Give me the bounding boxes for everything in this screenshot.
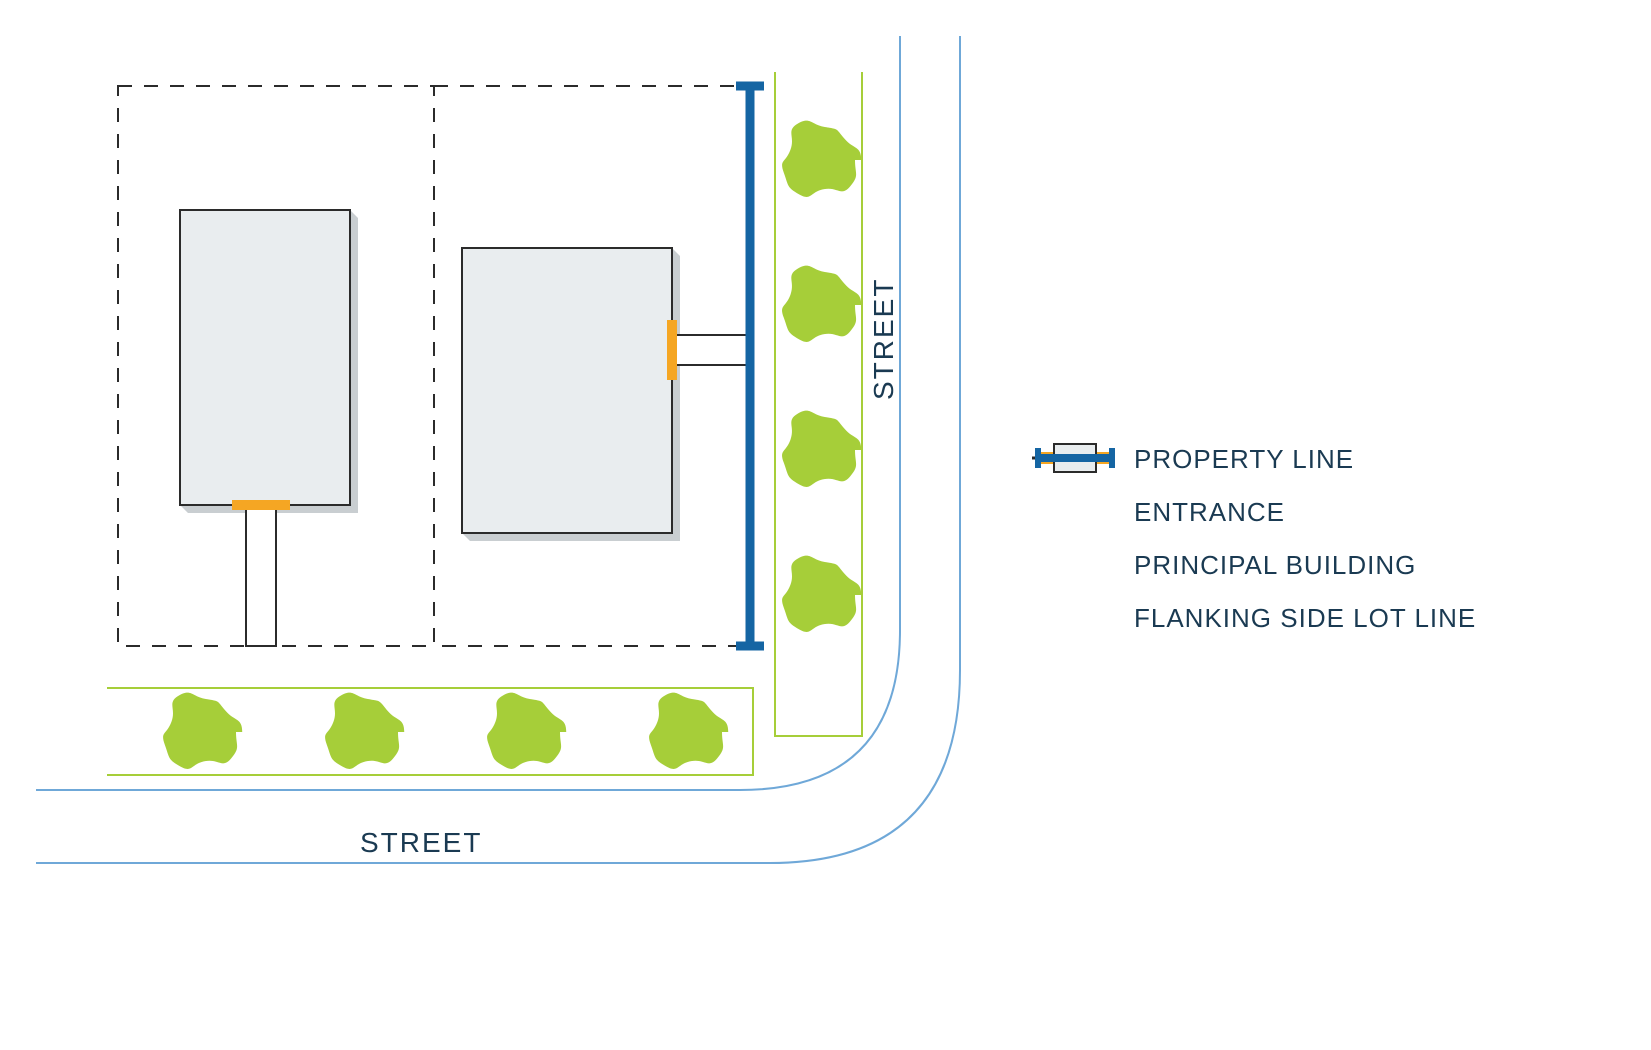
legend-label-flanking: FLANKING SIDE LOT LINE bbox=[1134, 599, 1476, 636]
tree-icon bbox=[782, 266, 861, 342]
legend-item-flanking: FLANKING SIDE LOT LINE bbox=[1030, 599, 1580, 636]
tree-icon bbox=[782, 411, 861, 487]
street-label-bottom: STREET bbox=[360, 827, 482, 859]
walkway bbox=[672, 335, 750, 365]
tree-icon bbox=[782, 121, 861, 197]
legend-symbol-flanking bbox=[1030, 599, 1120, 635]
walkway bbox=[246, 505, 276, 646]
tree-icon bbox=[163, 693, 242, 769]
legend-label-property: PROPERTY LINE bbox=[1134, 440, 1354, 477]
tree-icon bbox=[782, 556, 861, 632]
street-label-right: STREET bbox=[868, 278, 900, 400]
legend-item-entrance: ENTRANCE bbox=[1030, 493, 1580, 530]
tree-icon bbox=[487, 693, 566, 769]
legend-label-building: PRINCIPAL BUILDING bbox=[1134, 546, 1416, 583]
tree-icon bbox=[325, 693, 404, 769]
legend-symbol-entrance bbox=[1030, 493, 1120, 529]
legend-item-building: PRINCIPAL BUILDING bbox=[1030, 546, 1580, 583]
legend-symbol-building bbox=[1030, 546, 1120, 582]
tree-icon bbox=[649, 693, 728, 769]
principal-building bbox=[462, 248, 672, 533]
legend-label-entrance: ENTRANCE bbox=[1134, 493, 1285, 530]
legend: PROPERTY LINE ENTRANCE PRINCIPAL BUILDIN… bbox=[1030, 440, 1580, 652]
principal-building bbox=[180, 210, 350, 505]
diagram-root: { "type": "site-plan-diagram", "canvas":… bbox=[0, 0, 1651, 1050]
